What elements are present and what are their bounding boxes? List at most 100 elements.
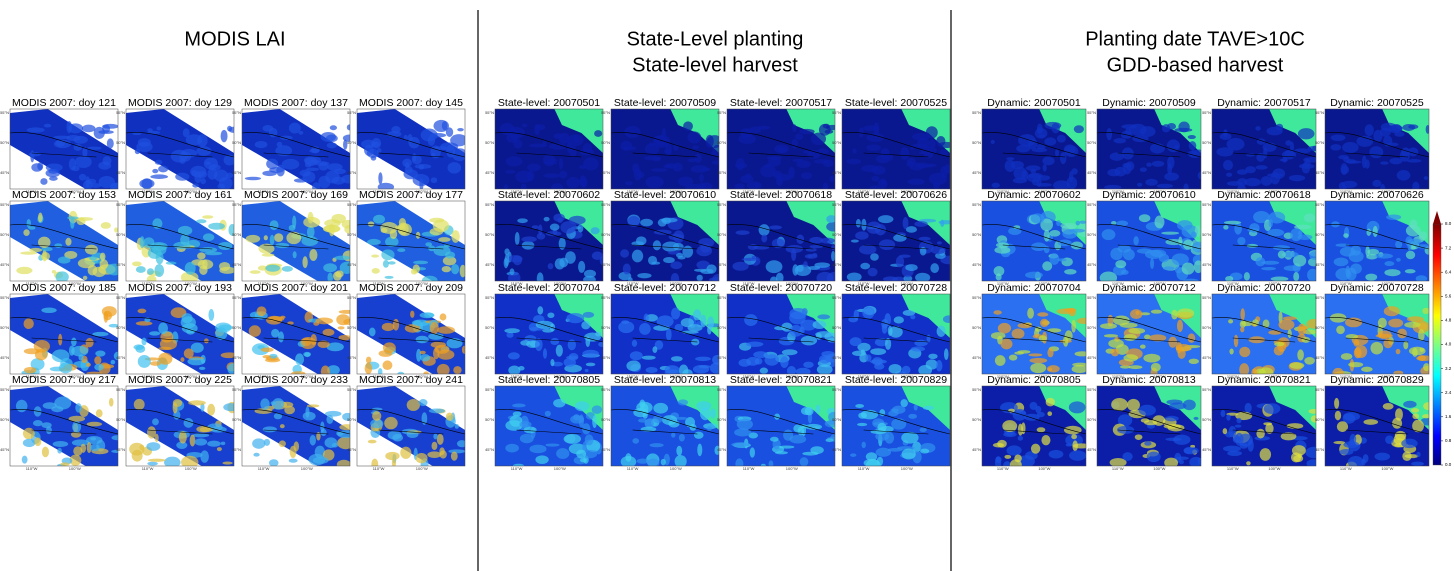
map-patch [1009,355,1017,361]
map-patch [1345,266,1350,278]
map-patch [407,399,420,411]
map-patch [1389,158,1402,164]
map-patch [734,428,751,436]
map-image [357,109,468,191]
lat-label: 50°N [717,232,726,237]
map-patch [44,124,51,128]
map-image [1325,294,1437,379]
lon-label: 110°W [743,466,755,471]
map-patch [262,355,270,358]
map-patch [325,437,338,448]
map-patch [995,456,1001,463]
map-patch [1040,319,1049,327]
map-patch [591,227,600,234]
map-patch [779,445,795,448]
map-patch [437,326,455,334]
map-patch [1189,141,1197,150]
lat-label: 55°N [0,387,9,392]
map-image [982,109,1086,190]
map-image [357,294,467,376]
lat-label: 45°N [0,170,9,175]
map-patch [938,142,955,148]
map-patch [878,215,893,223]
map-patch [1261,267,1276,270]
figure: MODIS LAIMODIS 2007: doy 12155°N50°N45°N… [0,0,1454,571]
map-patch [207,404,215,416]
lon-label: 110°W [858,466,870,471]
map-patch [1356,136,1373,147]
map-title: MODIS 2007: doy 137 [244,97,348,109]
map-patch [506,133,518,143]
map: 55°N50°N45°N110°W100°W [832,109,955,194]
map-patch [382,323,395,331]
map-patch [1079,221,1086,224]
map-patch [94,364,104,371]
map-patch [29,248,42,252]
lat-label: 45°N [717,170,726,175]
map-patch [1405,269,1416,273]
map-patch [323,263,337,272]
map-patch [1298,454,1303,458]
map-patch [1307,146,1324,151]
map-patch [761,464,766,468]
map-patch [816,405,821,414]
map-patch [34,437,41,446]
map-patch [1341,163,1348,175]
map-patch [38,212,43,222]
lat-label: 55°N [1315,295,1324,300]
map: 55°N50°N45°N110°W100°W [1315,386,1434,471]
map-patch [1227,451,1242,456]
lat-label: 50°N [1087,140,1096,145]
map-patch [86,363,91,367]
map-patch [384,417,397,429]
map-patch [753,351,767,358]
lat-label: 45°N [116,355,125,360]
map-patch [1407,316,1424,322]
map-patch [413,264,420,273]
map-image [1212,294,1322,379]
map-patch [1300,326,1309,329]
map-image [495,109,603,193]
map-patch [1396,349,1401,355]
map-patch [261,347,274,352]
map-patch [891,418,906,429]
map-patch [1396,258,1401,262]
map-patch [994,266,1005,276]
map-patch [1012,329,1025,339]
map-patch [1130,309,1142,319]
map-patch [1334,258,1349,267]
map-patch [1025,272,1043,279]
map-patch [1140,344,1146,348]
map-patch [451,264,459,274]
map-patch [155,434,159,442]
map-patch [1100,323,1117,329]
lat-label: 55°N [0,202,9,207]
map-patch [446,145,455,158]
map-patch [1167,163,1172,175]
map-patch [657,315,674,327]
map-patch [673,163,683,172]
map-patch [270,220,279,230]
lat-label: 55°N [116,295,125,300]
map: 55°N50°N45°N110°W100°W [116,386,238,471]
map-image [495,386,603,468]
map-patch [737,419,753,430]
map-patch [699,174,703,182]
map-patch [1287,423,1304,429]
lat-label: 55°N [972,202,981,207]
map-patch [451,230,459,243]
map-patch [1406,251,1415,259]
map-patch [246,235,261,243]
map-patch [900,147,909,160]
map-patch [438,237,450,242]
map-patch [1064,426,1082,435]
map-patch [920,247,927,256]
map: 55°N50°N45°N110°W100°W [1202,109,1324,194]
map-patch [82,125,96,133]
map-patch [89,257,97,261]
lon-label: 100°W [1268,466,1280,471]
map-patch [31,163,42,172]
map-patch [543,173,560,177]
map-patch [412,319,429,326]
map-patch [280,424,285,428]
